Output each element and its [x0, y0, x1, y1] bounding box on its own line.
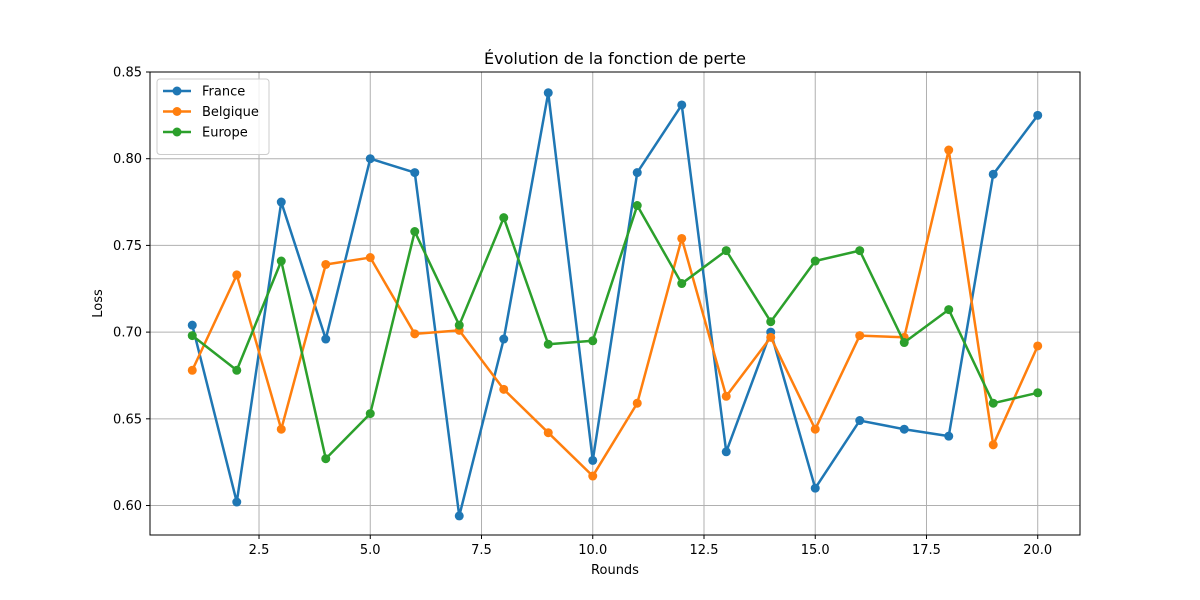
- data-point-belgique: [721, 391, 731, 401]
- data-point-europe: [588, 336, 598, 346]
- data-point-belgique: [855, 331, 865, 341]
- data-point-france: [365, 154, 375, 164]
- data-point-europe: [855, 246, 865, 256]
- legend-label-belgique: Belgique: [202, 105, 259, 120]
- data-point-europe: [721, 246, 731, 256]
- legend-marker-europe: [172, 127, 182, 137]
- data-point-belgique: [588, 471, 598, 481]
- data-point-europe: [187, 331, 197, 341]
- series-lines: [187, 88, 1043, 521]
- data-point-europe: [410, 227, 420, 237]
- series-line-france: [191, 91, 1039, 518]
- legend-marker-belgique: [172, 107, 182, 116]
- data-point-europe: [1033, 388, 1043, 398]
- legend-label-france: France: [202, 85, 245, 100]
- data-point-europe: [321, 454, 331, 464]
- data-point-europe: [543, 339, 553, 349]
- data-point-belgique: [543, 428, 553, 438]
- data-point-belgique: [499, 384, 509, 394]
- data-point-france: [944, 431, 954, 441]
- y-tick-label: 0.70: [113, 326, 142, 341]
- data-point-france: [855, 416, 865, 426]
- data-point-europe: [232, 365, 242, 375]
- data-point-belgique: [187, 365, 197, 375]
- data-point-france: [454, 511, 464, 521]
- legend: France Belgique Europe: [156, 78, 270, 155]
- data-point-belgique: [232, 270, 242, 280]
- series-france: [187, 88, 1043, 521]
- data-point-france: [632, 168, 642, 178]
- data-point-france: [677, 100, 687, 110]
- data-point-france: [721, 447, 731, 457]
- data-point-france: [988, 169, 998, 179]
- data-point-france: [410, 168, 420, 178]
- legend-item-europe: Europe: [163, 126, 248, 141]
- data-point-europe: [499, 213, 509, 223]
- y-tick-label: 0.65: [113, 412, 142, 427]
- y-tick-label: 0.75: [113, 239, 142, 254]
- data-point-europe: [276, 256, 286, 266]
- data-point-europe: [810, 256, 820, 266]
- data-point-belgique: [810, 424, 820, 434]
- data-point-europe: [944, 305, 954, 315]
- data-point-belgique: [944, 145, 954, 155]
- data-point-belgique: [365, 253, 375, 263]
- data-point-belgique: [410, 329, 420, 339]
- data-point-europe: [899, 338, 909, 348]
- x-tick-label: 2.5: [249, 543, 270, 558]
- x-axis-label: Rounds: [591, 563, 639, 578]
- data-point-belgique: [321, 259, 331, 269]
- data-point-europe: [766, 317, 776, 327]
- y-tick-label: 0.85: [113, 66, 142, 81]
- data-point-france: [276, 197, 286, 207]
- plot-frame: [149, 71, 1081, 536]
- x-tick-label: 5.0: [360, 543, 381, 558]
- series-line-europe: [191, 204, 1039, 460]
- legend-item-france: France: [163, 85, 245, 100]
- data-point-france: [543, 88, 553, 98]
- x-tick-label: 20.0: [1023, 543, 1052, 558]
- x-tick-label: 10.0: [578, 543, 607, 558]
- data-point-belgique: [632, 398, 642, 408]
- y-tick-label: 0.80: [113, 152, 142, 167]
- data-point-france: [1033, 110, 1043, 120]
- series-line-belgique: [191, 148, 1039, 478]
- data-point-belgique: [677, 233, 687, 243]
- data-point-europe: [365, 409, 375, 419]
- data-point-france: [321, 334, 331, 344]
- legend-marker-france: [172, 86, 182, 96]
- y-axis-label: Loss: [91, 289, 106, 318]
- y-axis: 0.60 0.65 0.70 0.75 0.80 0.85: [113, 66, 150, 514]
- legend-box: [156, 78, 270, 155]
- legend-item-belgique: Belgique: [163, 105, 259, 120]
- data-point-belgique: [766, 332, 776, 342]
- series-belgique: [187, 145, 1043, 481]
- chart-title: Évolution de la fonction de perte: [484, 49, 746, 68]
- x-tick-label: 17.5: [912, 543, 941, 558]
- x-tick-label: 15.0: [801, 543, 830, 558]
- data-point-france: [187, 320, 197, 330]
- data-point-belgique: [276, 424, 286, 434]
- data-point-france: [588, 455, 598, 465]
- data-point-belgique: [1033, 341, 1043, 351]
- data-point-europe: [677, 279, 687, 289]
- series-europe: [187, 201, 1043, 464]
- data-point-europe: [454, 320, 464, 330]
- x-tick-label: 7.5: [471, 543, 492, 558]
- data-point-belgique: [988, 440, 998, 450]
- x-axis: 2.5 5.0 7.5 10.0 12.5 15.0 17.5 20.0: [249, 535, 1052, 558]
- y-tick-label: 0.60: [113, 499, 142, 514]
- data-point-france: [232, 497, 242, 507]
- data-point-europe: [988, 398, 998, 408]
- data-point-france: [810, 483, 820, 493]
- data-point-france: [899, 424, 909, 434]
- x-tick-label: 12.5: [690, 543, 719, 558]
- data-point-france: [499, 334, 509, 344]
- data-point-europe: [632, 201, 642, 211]
- legend-label-europe: Europe: [202, 126, 248, 141]
